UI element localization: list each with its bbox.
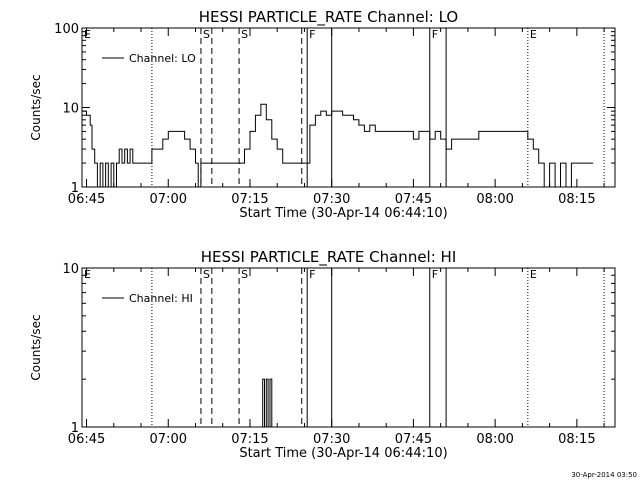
x-tick-label: 07:45 [395, 192, 432, 207]
x-tick-label: 07:15 [231, 192, 268, 207]
event-marker-label: S [203, 28, 210, 41]
y-tick-label: 10 [62, 262, 79, 277]
x-tick-label: 07:30 [313, 192, 350, 207]
y-tick-label: 10 [62, 102, 79, 117]
x-tick-label: 06:45 [68, 432, 105, 447]
y-axis-label: Counts/sec [29, 314, 43, 380]
x-tick-label: 07:00 [150, 192, 187, 207]
event-marker-label: F [309, 268, 315, 281]
event-marker-label: E [84, 28, 91, 41]
event-marker-label: E [84, 268, 91, 281]
x-axis-label: Start Time (30-Apr-14 06:44:10) [239, 446, 447, 461]
event-marker-label: E [530, 268, 537, 281]
y-tick-label: 1 [71, 181, 79, 196]
x-tick-label: 08:00 [476, 192, 513, 207]
x-tick-label: 07:00 [150, 432, 187, 447]
x-tick-label: 06:45 [68, 192, 105, 207]
legend-label: Channel: HI [129, 292, 193, 305]
chart-hi: HESSI PARTICLE_RATE Channel: HI Start Tim… [29, 248, 616, 461]
event-marker-label: E [530, 28, 537, 41]
series-line [82, 103, 594, 188]
y-tick-label: 1 [71, 421, 79, 436]
y-tick-label: 100 [54, 22, 79, 37]
chart-title: HESSI PARTICLE_RATE Channel: LO [199, 8, 458, 27]
x-tick-label: 07:15 [231, 432, 268, 447]
series-line [260, 378, 273, 428]
event-marker-label: S [241, 28, 248, 41]
event-marker-label: S [203, 268, 210, 281]
x-axis-label: Start Time (30-Apr-14 06:44:10) [239, 206, 447, 221]
x-tick-label: 08:15 [558, 432, 595, 447]
x-tick-label: 07:30 [313, 432, 350, 447]
footer-timestamp: 30-Apr-2014 03:50 [571, 471, 637, 479]
x-tick-label: 08:00 [476, 432, 513, 447]
chart-title: HESSI PARTICLE_RATE Channel: HI [201, 248, 457, 267]
event-marker-label: F [309, 28, 315, 41]
event-marker-label: F [432, 268, 438, 281]
event-marker-label: S [241, 268, 248, 281]
x-tick-label: 07:45 [395, 432, 432, 447]
event-marker-label: F [432, 28, 438, 41]
y-axis-label: Counts/sec [29, 74, 43, 140]
plot-frame [81, 267, 616, 428]
legend-label: Channel: LO [129, 52, 196, 65]
x-tick-label: 08:15 [558, 192, 595, 207]
chart-lo: HESSI PARTICLE_RATE Channel: LO Start Tim… [29, 8, 616, 221]
